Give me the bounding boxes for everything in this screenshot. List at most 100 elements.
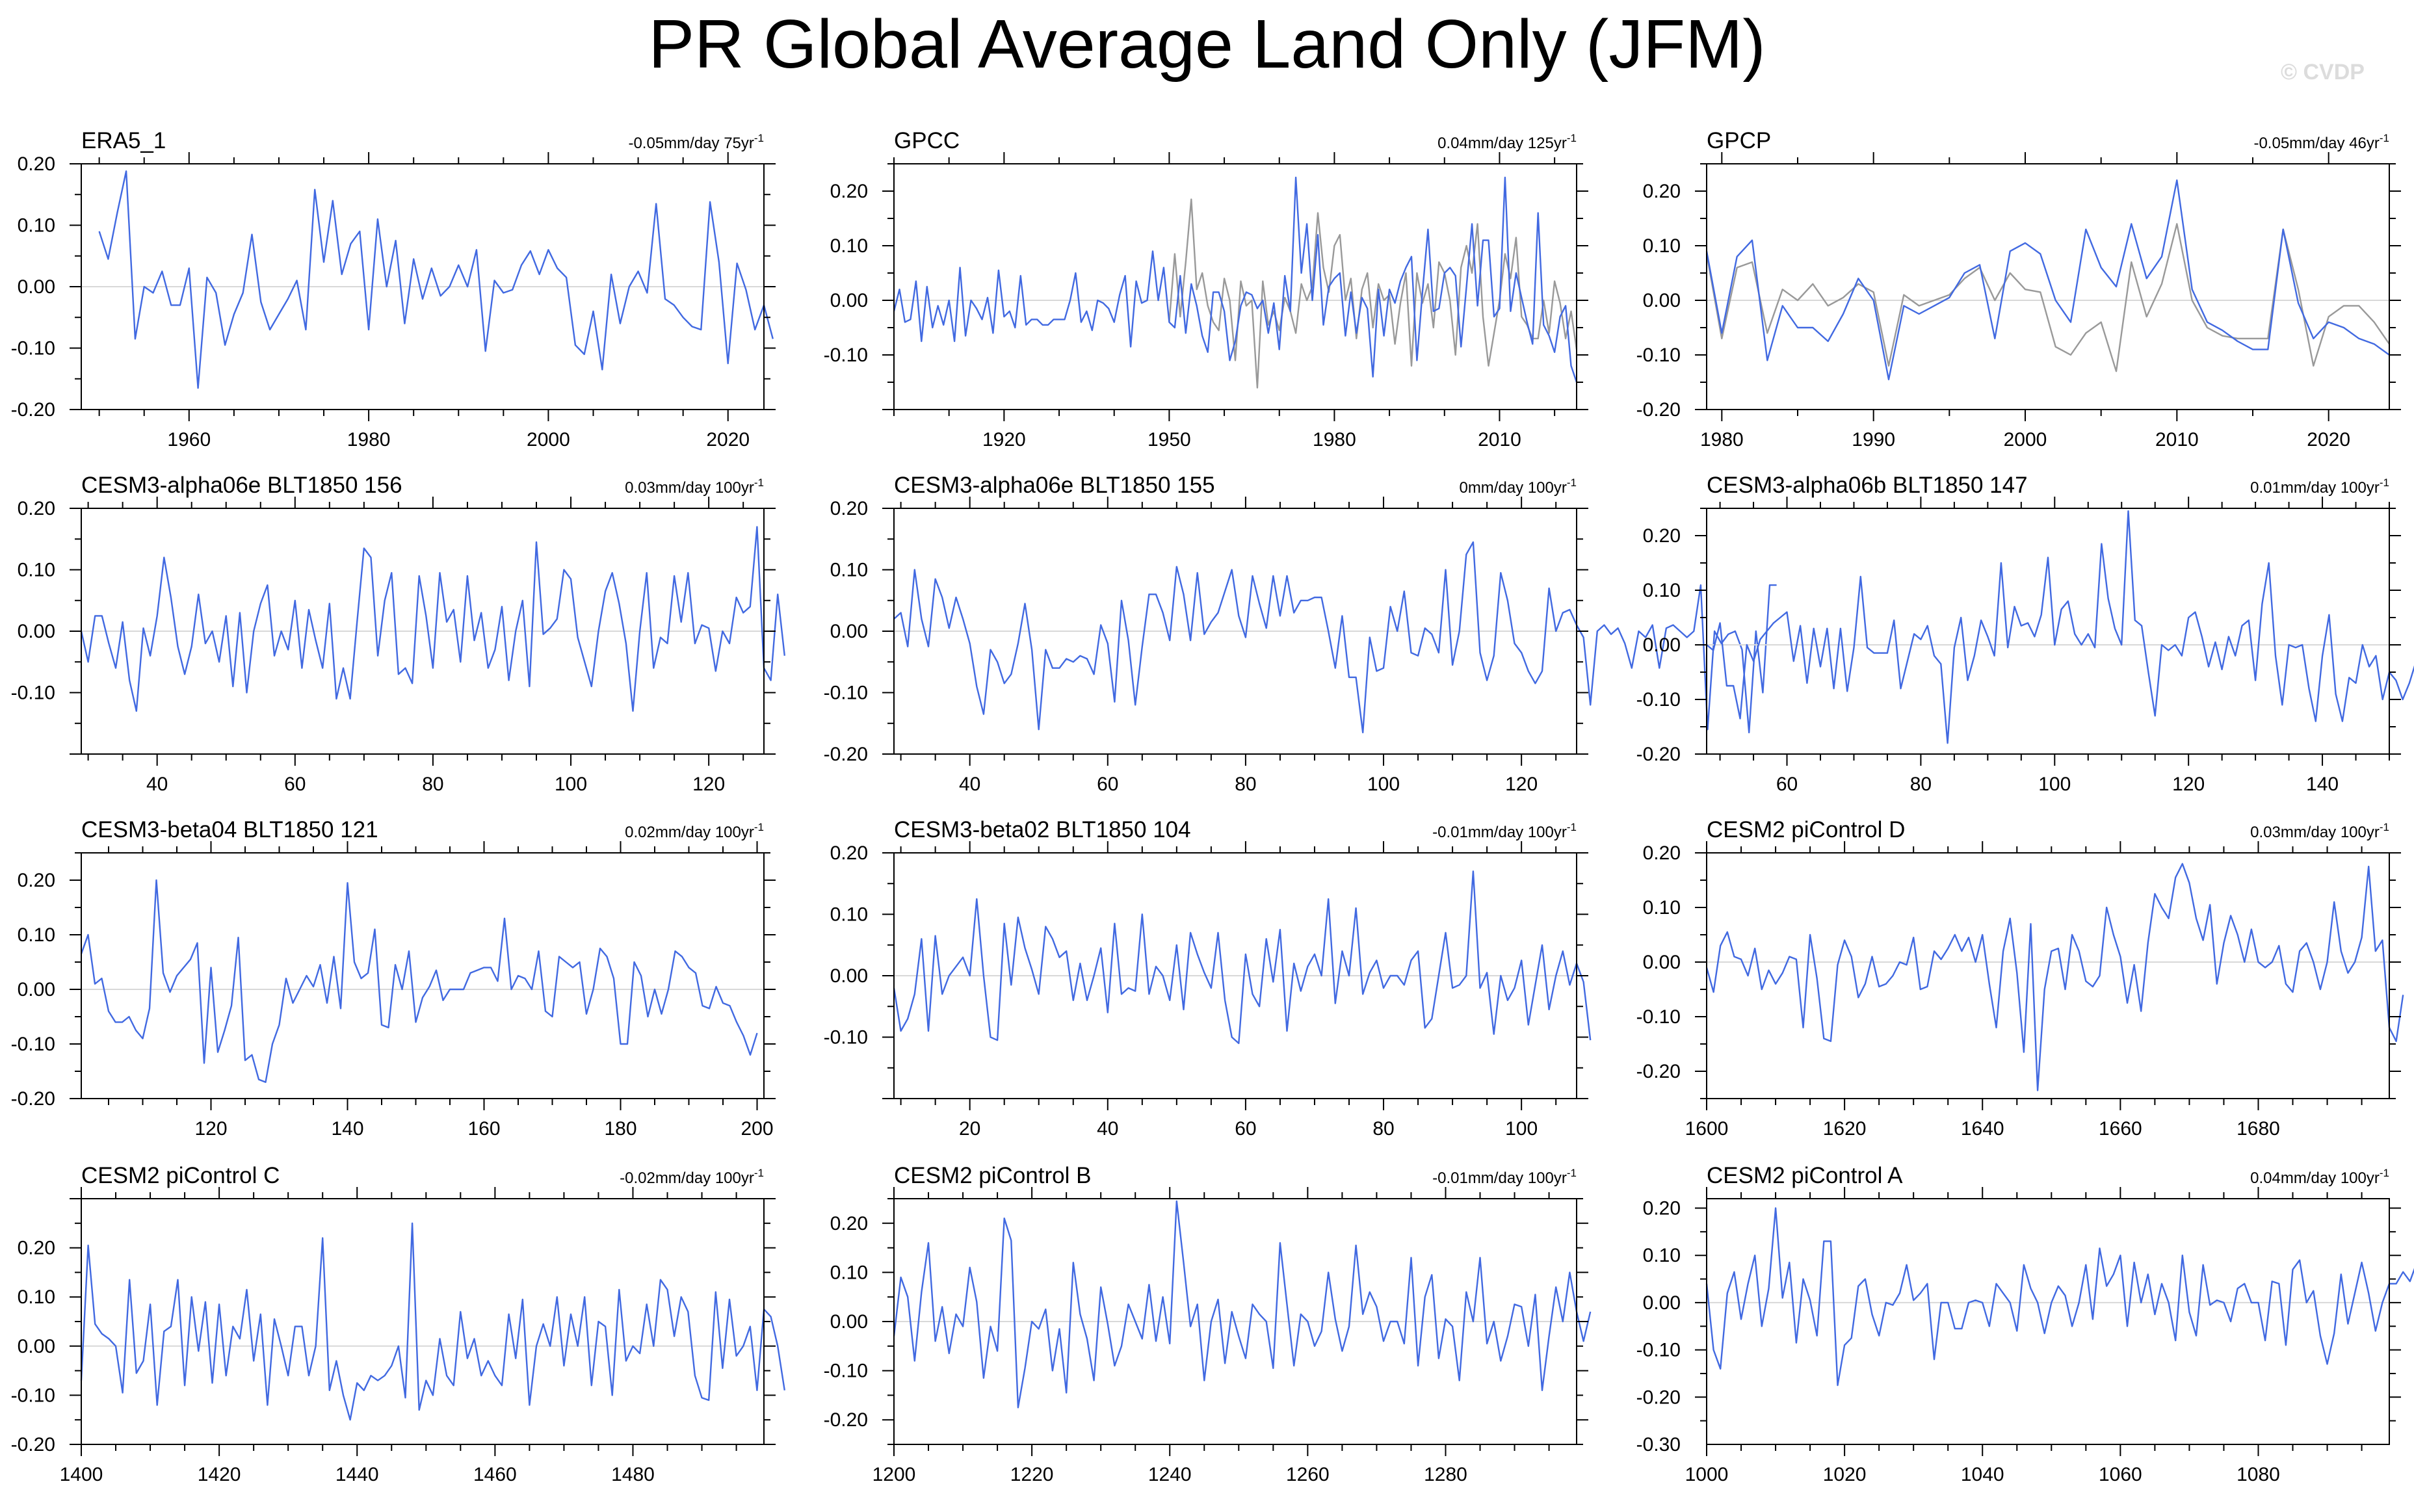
y-tick-label: -0.10 <box>11 1034 55 1055</box>
panel-7: CESM3-beta04 BLT1850 121 0.02mm/day 100yr… <box>11 817 776 1140</box>
x-tick-label: 2010 <box>2155 429 2199 450</box>
x-tick-label: 2010 <box>1478 429 1521 450</box>
series-line <box>1705 1207 2414 1387</box>
x-tick-label: 1420 <box>198 1464 241 1485</box>
series-line <box>1706 510 2414 744</box>
panel-10: CESM2 piControl C -0.02mm/day 100yr-1 -0.2… <box>11 1163 785 1485</box>
trend-exponent: -1 <box>1567 1167 1577 1179</box>
x-tick-label: 1200 <box>872 1464 916 1485</box>
x-tick-label: 1600 <box>1685 1118 1729 1140</box>
y-tick-label: 0.00 <box>830 1311 868 1333</box>
y-tick-label: 0.00 <box>1643 1292 1681 1314</box>
trend-value: 0.02mm/day 100yr <box>625 824 754 841</box>
y-tick-label: 0.20 <box>830 181 868 202</box>
x-tick-label: 1980 <box>347 429 391 450</box>
plot-frame <box>81 852 765 1099</box>
trend-value: -0.05mm/day 46yr <box>2253 135 2379 152</box>
x-tick-label: 2020 <box>706 429 750 450</box>
series-line <box>98 170 774 389</box>
series-line <box>893 870 1592 1045</box>
trend-label: 0.03mm/day 100yr-1 <box>2250 821 2389 841</box>
x-tick-label: 60 <box>1235 1118 1256 1140</box>
x-tick-label: 1620 <box>1823 1118 1867 1140</box>
panel-6: CESM3-alpha06b BLT1850 147 0.01mm/day 100… <box>1636 473 2414 795</box>
trend-exponent: -1 <box>1567 821 1577 833</box>
x-tick-label: 1980 <box>1313 429 1356 450</box>
panel-title: CESM3-beta02 BLT1850 104 <box>894 817 1191 842</box>
trend-label: 0.02mm/day 100yr-1 <box>625 821 764 841</box>
y-tick-label: 0.20 <box>830 1213 868 1234</box>
watermark: © CVDP <box>2281 60 2365 85</box>
panel-title: GPCC <box>894 128 960 153</box>
x-tick-label: 180 <box>604 1118 636 1140</box>
y-tick-label: 0.20 <box>1643 1198 1681 1219</box>
plot-frame <box>1706 508 2390 755</box>
y-tick-label: 0.20 <box>1643 525 1681 547</box>
trend-exponent: -1 <box>2380 132 2389 144</box>
trend-exponent: -1 <box>754 132 764 144</box>
trend-exponent: -1 <box>1567 132 1577 144</box>
panel-11: CESM2 piControl B -0.01mm/day 100yr-1 -0.2… <box>824 1163 1592 1485</box>
y-tick-label: -0.20 <box>11 1434 55 1455</box>
x-tick-label: 1400 <box>60 1464 103 1485</box>
trend-label: 0.01mm/day 100yr-1 <box>2250 476 2389 497</box>
x-tick-label: 120 <box>692 774 725 795</box>
y-tick-label: 0.20 <box>18 153 55 175</box>
trend-value: -0.02mm/day 100yr <box>620 1169 754 1187</box>
y-tick-label: -0.20 <box>824 1409 868 1431</box>
panel-1: ERA5_1 -0.05mm/day 75yr-1 -0.20 -0.10 0.00 0.… <box>11 128 776 450</box>
x-tick-label: 60 <box>1776 774 1798 795</box>
x-tick-label: 140 <box>331 1118 363 1140</box>
y-tick-label: 0.10 <box>1643 1245 1681 1266</box>
x-tick-label: 1220 <box>1010 1464 1054 1485</box>
y-tick-label: -0.10 <box>1636 1340 1681 1361</box>
panel-9: CESM2 piControl D 0.03mm/day 100yr-1 -0.20… <box>1636 817 2404 1140</box>
panel-title: CESM3-beta04 BLT1850 121 <box>81 817 378 842</box>
y-tick-label: -0.20 <box>11 1088 55 1110</box>
y-tick-label: 0.20 <box>830 498 868 519</box>
x-tick-label: 120 <box>2172 774 2205 795</box>
trend-value: 0.03mm/day 100yr <box>2250 824 2380 841</box>
x-tick-label: 80 <box>422 774 443 795</box>
x-tick-label: 1960 <box>167 429 211 450</box>
series-line <box>80 1222 785 1421</box>
y-tick-label: 0.00 <box>18 621 55 642</box>
plot-frame <box>893 163 1577 410</box>
x-tick-label: 1460 <box>473 1464 517 1485</box>
y-tick-label: 0.00 <box>830 621 868 642</box>
x-tick-label: 120 <box>1505 774 1538 795</box>
y-tick-label: 0.00 <box>830 965 868 987</box>
x-tick-label: 200 <box>741 1118 773 1140</box>
y-tick-label: 0.00 <box>18 276 55 298</box>
panel-2: GPCC 0.04mm/day 125yr-1 -0.10 0.00 0.10 0.20 1… <box>824 128 1588 450</box>
x-tick-label: 2000 <box>527 429 570 450</box>
panel-4: CESM3-alpha06e BLT1850 156 0.03mm/day 100… <box>11 473 785 795</box>
x-tick-label: 80 <box>1910 774 1932 795</box>
panel-8: CESM3-beta02 BLT1850 104 -0.01mm/day 100y… <box>824 817 1592 1140</box>
y-tick-label: 0.20 <box>18 870 55 891</box>
y-tick-label: -0.10 <box>824 683 868 704</box>
panel-title: CESM2 piControl B <box>894 1163 1091 1188</box>
trend-label: -0.02mm/day 100yr-1 <box>620 1167 764 1187</box>
x-tick-label: 1240 <box>1148 1464 1192 1485</box>
trend-exponent: -1 <box>754 821 764 833</box>
y-tick-label: -0.10 <box>1636 1006 1681 1028</box>
trend-label: -0.01mm/day 100yr-1 <box>1432 821 1577 841</box>
panel-title: CESM2 piControl A <box>1707 1163 1903 1188</box>
x-tick-label: 40 <box>959 774 980 795</box>
panel-title: CESM2 piControl C <box>81 1163 280 1188</box>
plot-frame <box>1706 163 2390 410</box>
panel-title: CESM3-alpha06e BLT1850 155 <box>894 473 1215 498</box>
y-tick-label: 0.20 <box>18 1238 55 1259</box>
series-line <box>80 526 785 712</box>
y-tick-label: -0.10 <box>11 1385 55 1406</box>
panel-title: CESM2 piControl D <box>1707 817 1905 842</box>
x-tick-label: 1020 <box>1823 1464 1867 1485</box>
y-tick-label: 0.00 <box>18 979 55 1000</box>
y-tick-label: -0.10 <box>824 1027 868 1049</box>
x-tick-label: 20 <box>959 1118 980 1140</box>
trend-value: -0.05mm/day 75yr <box>628 135 754 152</box>
y-tick-label: -0.30 <box>1636 1434 1681 1455</box>
trend-exponent: -1 <box>754 1167 764 1179</box>
plot-frame <box>81 1198 765 1445</box>
